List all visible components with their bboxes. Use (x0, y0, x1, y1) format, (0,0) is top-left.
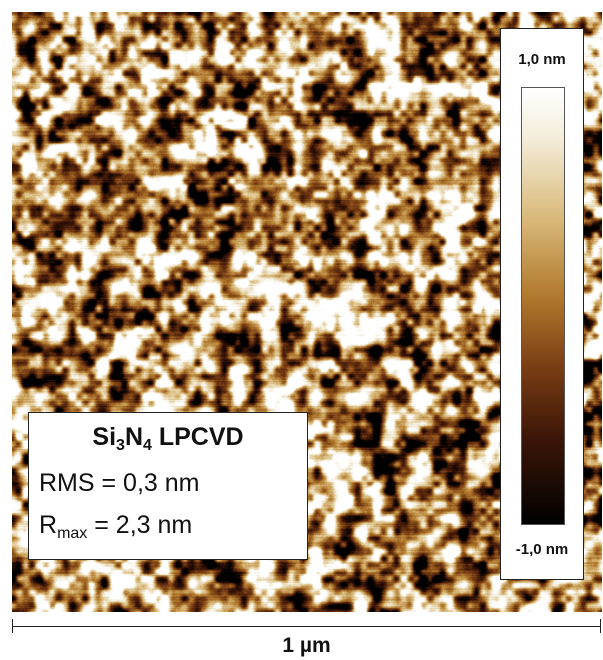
formula-si: Si (92, 423, 117, 451)
color-scale-bar (521, 87, 565, 525)
sample-info-box: Si3N4 LPCVD RMS = 0,3 nm Rmax = 2,3 nm (28, 412, 308, 560)
rmax-value: = 2,3 nm (94, 511, 193, 539)
formula-n: N (124, 423, 143, 451)
color-scale-panel: 1,0 nm -1,0 nm (500, 28, 584, 580)
formula-n-subscript: 4 (143, 437, 152, 454)
formula-si-subscript: 3 (116, 437, 125, 454)
rmax-symbol: R (39, 511, 58, 539)
sample-title: Si3N4 LPCVD (29, 423, 307, 455)
color-scale-max-label: 1,0 nm (518, 51, 566, 68)
process-label: LPCVD (158, 423, 244, 451)
scale-bar-line (12, 626, 601, 627)
rms-value: RMS = 0,3 nm (39, 469, 200, 497)
scale-bar-label: 1 µm (282, 634, 331, 657)
color-scale-min-label: -1,0 nm (515, 541, 569, 558)
scale-bar-tick-right (600, 619, 601, 633)
rmax-line: Rmax = 2,3 nm (39, 511, 192, 543)
rmax-subscript: max (57, 525, 88, 542)
